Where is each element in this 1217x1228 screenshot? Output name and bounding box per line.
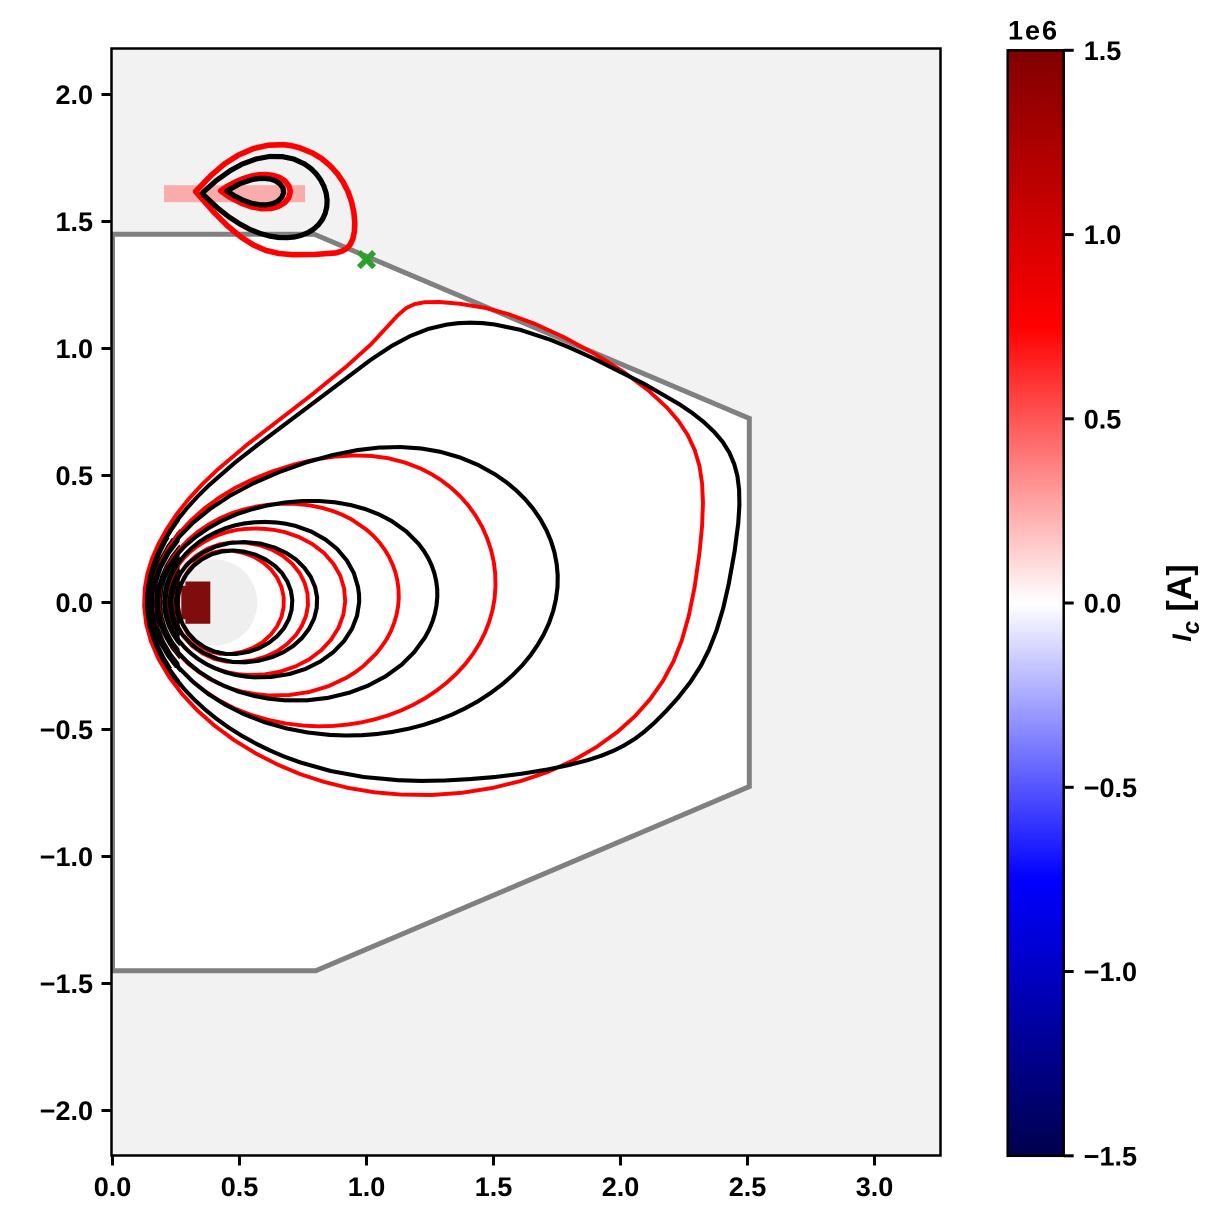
svg-text:0.5: 0.5 xyxy=(221,1172,259,1202)
svg-text:−0.5: −0.5 xyxy=(40,715,93,745)
svg-text:0.0: 0.0 xyxy=(94,1172,132,1202)
svg-text:2.0: 2.0 xyxy=(602,1172,640,1202)
svg-text:0.5: 0.5 xyxy=(55,461,93,491)
svg-text:−1.0: −1.0 xyxy=(1084,957,1137,987)
svg-text:1.5: 1.5 xyxy=(1084,36,1122,66)
svg-text:1.0: 1.0 xyxy=(55,334,93,364)
svg-text:−1.5: −1.5 xyxy=(40,969,93,999)
svg-text:1.5: 1.5 xyxy=(55,207,93,237)
svg-text:2.0: 2.0 xyxy=(55,80,93,110)
svg-text:Ic [A]: Ic [A] xyxy=(1161,564,1205,642)
svg-text:1.0: 1.0 xyxy=(348,1172,386,1202)
svg-text:3.0: 3.0 xyxy=(856,1172,894,1202)
svg-text:−0.5: −0.5 xyxy=(1084,773,1137,803)
svg-text:0.5: 0.5 xyxy=(1084,404,1122,434)
svg-text:2.5: 2.5 xyxy=(729,1172,767,1202)
svg-text:−1.5: −1.5 xyxy=(1084,1141,1137,1171)
svg-text:1.5: 1.5 xyxy=(475,1172,513,1202)
svg-text:−1.0: −1.0 xyxy=(40,842,93,872)
svg-text:0.0: 0.0 xyxy=(1084,589,1122,619)
svg-text:−2.0: −2.0 xyxy=(40,1096,93,1126)
svg-text:0.0: 0.0 xyxy=(55,588,93,618)
svg-text:1e6: 1e6 xyxy=(1008,16,1059,46)
svg-text:1.0: 1.0 xyxy=(1084,220,1122,250)
